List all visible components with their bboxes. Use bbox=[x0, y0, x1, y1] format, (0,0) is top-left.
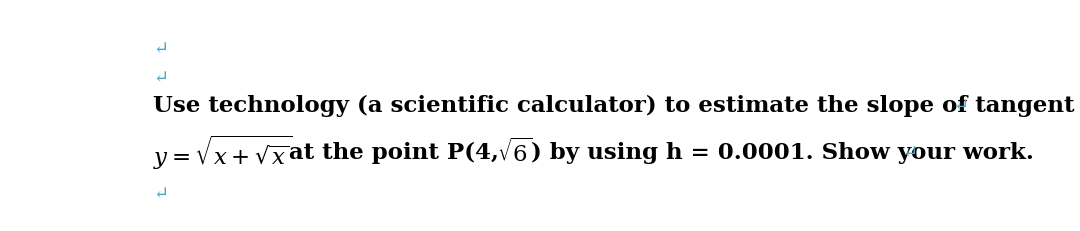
Text: ↵: ↵ bbox=[153, 40, 168, 58]
Text: Use technology (a scientific calculator) to estimate the slope of tangent line t: Use technology (a scientific calculator)… bbox=[153, 95, 1080, 117]
Text: $y = \sqrt{x + \sqrt{x}}$: $y = \sqrt{x + \sqrt{x}}$ bbox=[153, 133, 293, 171]
Text: ↵: ↵ bbox=[153, 184, 168, 202]
Text: ) by using h = 0.0001. Show your work.: ) by using h = 0.0001. Show your work. bbox=[531, 141, 1034, 163]
Text: ↵: ↵ bbox=[954, 97, 969, 115]
Text: ↵: ↵ bbox=[153, 69, 168, 86]
Text: at the point P(4,: at the point P(4, bbox=[282, 141, 508, 163]
Text: $\sqrt{6}$: $\sqrt{6}$ bbox=[497, 138, 532, 166]
Text: ↵: ↵ bbox=[902, 143, 917, 161]
